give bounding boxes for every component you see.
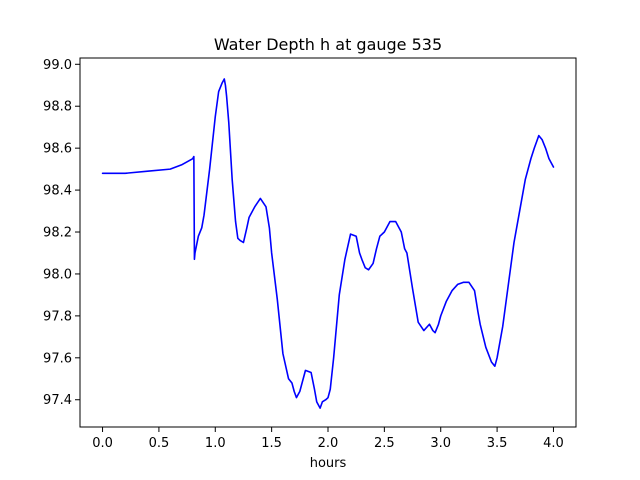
x-tick-label: 3.5 [487, 436, 508, 451]
x-tick-label: 0.0 [92, 436, 113, 451]
y-tick-label: 98.8 [43, 100, 72, 115]
y-tick-label: 98.4 [43, 184, 72, 199]
plot-frame [79, 57, 577, 428]
chart-title: Water Depth h at gauge 535 [214, 35, 442, 54]
y-tick-label: 97.6 [43, 351, 72, 366]
series-group [101, 78, 555, 409]
x-tick-label: 1.0 [205, 436, 226, 451]
y-tick-label: 97.8 [43, 309, 72, 324]
y-tick-label: 98.0 [43, 267, 72, 282]
plot-area [79, 57, 577, 428]
y-axis: 97.4 97.6 97.8 98.0 98.2 98.4 98.6 98.8 99.0 [43, 58, 80, 408]
series-line [101, 78, 555, 409]
y-tick-label: 98.2 [43, 226, 72, 241]
x-axis-label: hours [310, 456, 347, 471]
x-tick-label: 0.5 [149, 436, 170, 451]
y-tick-label: 99.0 [43, 58, 72, 73]
x-tick-label: 1.5 [261, 436, 282, 451]
x-tick-label: 3.0 [430, 436, 451, 451]
y-tick-label: 98.6 [43, 142, 72, 157]
x-tick-label: 2.5 [374, 436, 395, 451]
y-tick-label: 97.4 [43, 393, 72, 408]
x-tick-label: 4.0 [543, 436, 564, 451]
x-tick-label: 2.0 [318, 436, 339, 451]
x-axis: 0.0 0.5 1.0 1.5 2.0 2.5 3.0 3.5 4.0 [92, 427, 564, 451]
